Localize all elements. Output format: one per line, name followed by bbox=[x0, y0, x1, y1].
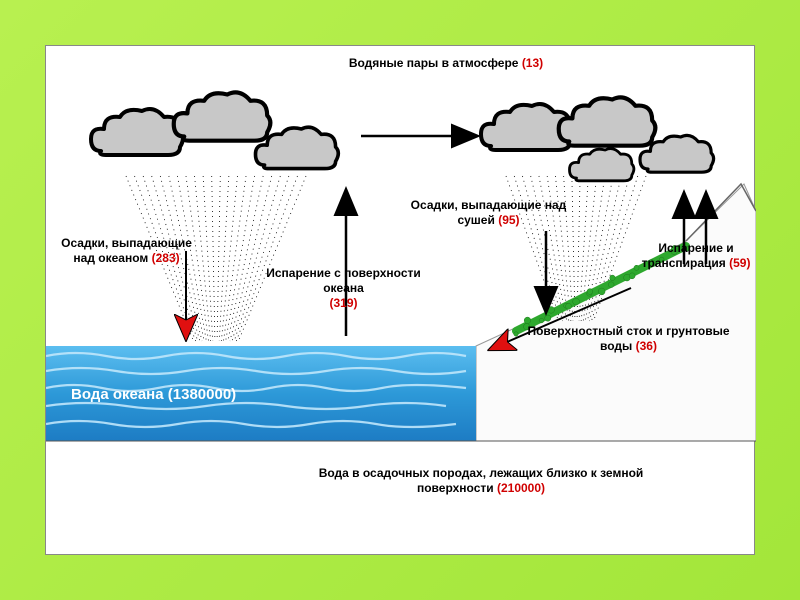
label-sediment: Вода в осадочных породах, лежащих близко… bbox=[316, 466, 646, 496]
label-land-precip: Осадки, выпадающие над сушей (95) bbox=[396, 198, 581, 228]
cloud-group-right bbox=[481, 97, 714, 180]
label-runoff-text: Поверхностный сток и грунтовые воды bbox=[527, 324, 729, 353]
label-evap-trans-value: (59) bbox=[729, 256, 750, 270]
label-ocean-precip-value: (283) bbox=[152, 251, 180, 265]
label-vapor-text: Водяные пары в атмосфере bbox=[349, 56, 519, 70]
label-ocean-evap: Испарение с поверхности океана (319) bbox=[256, 266, 431, 311]
label-ocean-evap-text: Испарение с поверхности океана bbox=[266, 266, 421, 295]
label-runoff-value: (36) bbox=[636, 339, 657, 353]
label-ocean-precip: Осадки, выпадающие над океаном (283) bbox=[54, 236, 199, 266]
label-ocean-text: Вода океана bbox=[71, 386, 164, 403]
label-land-precip-value: (95) bbox=[498, 213, 519, 227]
cloud-group-left bbox=[91, 92, 338, 168]
water-cycle-diagram: Водяные пары в атмосфере (13) Осадки, вы… bbox=[45, 45, 755, 555]
label-sediment-value: (210000) bbox=[497, 481, 545, 495]
label-runoff: Поверхностный сток и грунтовые воды (36) bbox=[516, 324, 741, 354]
label-land-precip-text: Осадки, выпадающие над сушей bbox=[411, 198, 567, 227]
label-evap-trans: Испарение и транспирация (59) bbox=[636, 241, 756, 271]
label-vapor-value: (13) bbox=[522, 56, 543, 70]
label-ocean-value: (1380000) bbox=[168, 386, 236, 403]
label-ocean-evap-value: (319) bbox=[329, 296, 357, 310]
label-vapor: Водяные пары в атмосфере (13) bbox=[346, 56, 546, 71]
label-sediment-text: Вода в осадочных породах, лежащих близко… bbox=[319, 466, 644, 495]
label-ocean: Вода океана (1380000) bbox=[71, 386, 236, 403]
label-evap-trans-text: Испарение и транспирация bbox=[642, 241, 734, 270]
